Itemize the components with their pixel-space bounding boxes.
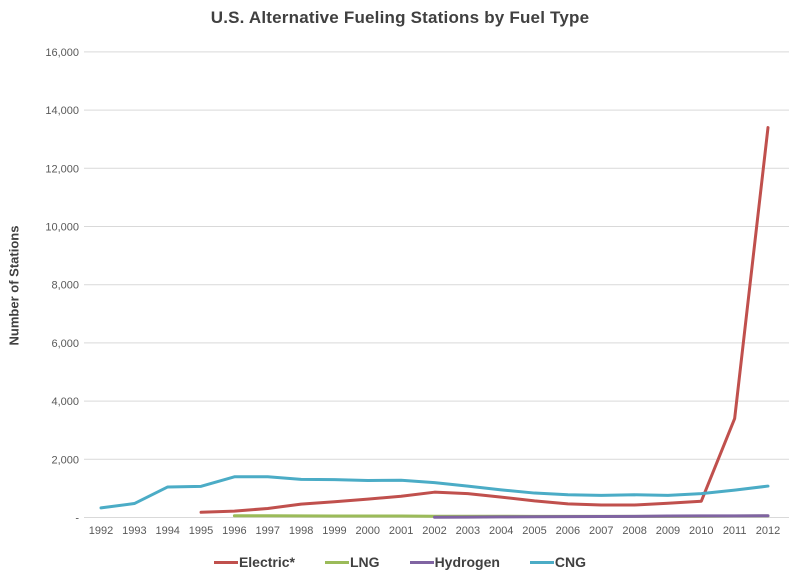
x-tick-label: 1994 bbox=[155, 525, 179, 537]
series-line-hydrogen bbox=[433, 514, 770, 519]
legend-item-lng: LNG bbox=[325, 554, 380, 570]
series-line-cng bbox=[99, 475, 770, 510]
x-tick-label: 2012 bbox=[756, 525, 780, 537]
x-tick-label: 2005 bbox=[522, 525, 546, 537]
x-tick-label: 1997 bbox=[256, 525, 280, 537]
chart-legend: Electric* LNG Hydrogen CNG bbox=[0, 554, 800, 570]
legend-swatch-lng bbox=[325, 560, 349, 564]
x-tick-label: 2003 bbox=[456, 525, 480, 537]
x-tick-label: 1999 bbox=[322, 525, 346, 537]
y-tick-label: 2,000 bbox=[51, 454, 79, 466]
x-tick-label: 2010 bbox=[689, 525, 713, 537]
y-tick-label: 4,000 bbox=[51, 396, 79, 408]
legend-item-cng: CNG bbox=[529, 554, 587, 570]
legend-label-lng: LNG bbox=[350, 554, 380, 570]
legend-swatch-electric bbox=[213, 560, 238, 564]
legend-label-electric: Electric* bbox=[238, 554, 295, 570]
x-tick-label: 1996 bbox=[222, 525, 246, 537]
x-tick-label: 2001 bbox=[389, 525, 413, 537]
legend-swatch-hydrogen bbox=[409, 560, 434, 564]
legend-label-hydrogen: Hydrogen bbox=[434, 554, 500, 570]
x-tick-label: 2011 bbox=[723, 525, 747, 537]
x-tick-label: 1993 bbox=[122, 525, 146, 537]
y-tick-label: 6,000 bbox=[51, 338, 79, 350]
x-tick-label: 1995 bbox=[189, 525, 213, 537]
x-tick-label: 2009 bbox=[656, 525, 680, 537]
x-tick-label: 2007 bbox=[589, 525, 613, 537]
x-tick-label: 1992 bbox=[89, 525, 113, 537]
legend-label-cng: CNG bbox=[554, 554, 587, 570]
chart-title: U.S. Alternative Fueling Stations by Fue… bbox=[210, 8, 590, 27]
x-tick-label: 2008 bbox=[622, 525, 646, 537]
x-tick-label: 2002 bbox=[422, 525, 446, 537]
y-tick-label: - bbox=[75, 513, 79, 525]
x-tick-label: 1998 bbox=[289, 525, 313, 537]
y-tick-label: 14,000 bbox=[45, 105, 79, 117]
legend-swatch-cng bbox=[529, 560, 554, 564]
y-tick-label: 12,000 bbox=[45, 163, 79, 175]
x-tick-label: 2006 bbox=[556, 525, 580, 537]
y-tick-label: 16,000 bbox=[45, 47, 79, 59]
x-tick-label: 2000 bbox=[356, 525, 380, 537]
y-tick-label: 8,000 bbox=[51, 280, 79, 292]
x-tick-label: 2004 bbox=[489, 525, 513, 537]
y-tick-label: 10,000 bbox=[45, 222, 79, 234]
legend-item-hydrogen: Hydrogen bbox=[409, 554, 500, 570]
series-line-electric bbox=[199, 126, 770, 514]
legend-item-electric: Electric* bbox=[213, 554, 295, 570]
